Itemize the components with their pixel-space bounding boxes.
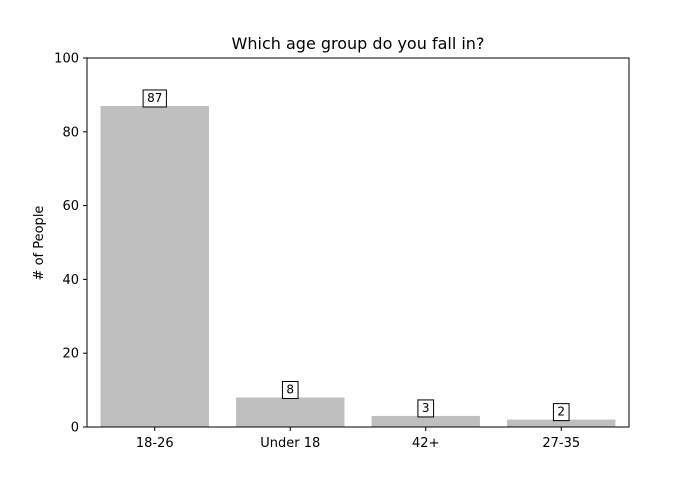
data-label-box-3 bbox=[552, 403, 570, 422]
x-tick-label-2: 42+ bbox=[412, 436, 439, 451]
y-axis-label: # of People bbox=[32, 206, 47, 281]
bar-1 bbox=[236, 397, 345, 427]
bar-3 bbox=[507, 419, 616, 427]
bar-0 bbox=[100, 105, 209, 427]
x-tick-label-0: 18-26 bbox=[136, 436, 174, 451]
data-label-1: 8 bbox=[286, 382, 294, 396]
y-tick-label-2: 40 bbox=[62, 273, 79, 288]
y-tick-label-3: 60 bbox=[62, 199, 79, 214]
y-tick-label-5: 100 bbox=[54, 52, 79, 67]
data-label-2: 3 bbox=[422, 401, 430, 415]
x-axis: 18-26 Under 18 42+ 27-35 bbox=[136, 427, 580, 451]
y-axis: 0 20 40 60 80 100 bbox=[54, 52, 87, 436]
chart-title: Which age group do you fall in? bbox=[232, 34, 485, 53]
bars-group bbox=[100, 105, 616, 427]
x-tick-label-1: Under 18 bbox=[260, 436, 320, 451]
data-label-box-1 bbox=[281, 380, 299, 399]
y-tick-label-0: 0 bbox=[71, 421, 79, 436]
y-tick-label-4: 80 bbox=[62, 125, 79, 140]
data-label-3: 2 bbox=[557, 405, 565, 419]
data-label-0: 87 bbox=[147, 91, 162, 105]
plot-frame bbox=[86, 57, 630, 428]
data-labels-group: 87 8 3 2 bbox=[142, 89, 570, 422]
y-tick-label-1: 20 bbox=[62, 347, 79, 362]
bar-2 bbox=[371, 415, 480, 427]
data-label-box-0 bbox=[142, 89, 167, 108]
x-tick-label-3: 27-35 bbox=[542, 436, 580, 451]
data-label-box-2 bbox=[417, 399, 435, 418]
